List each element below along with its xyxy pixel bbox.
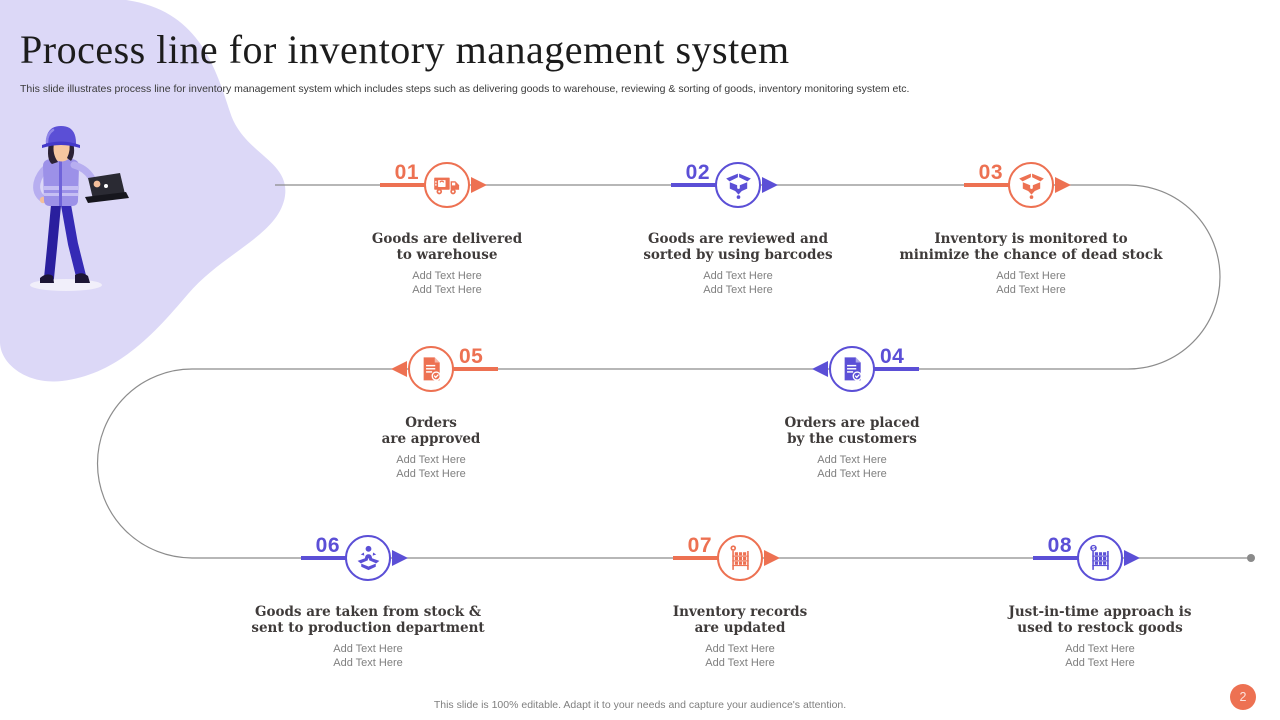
step-marker: 08 [965,512,1235,604]
step-number: 08 [1047,534,1072,557]
process-step-04: 04 Orders are placed by the customers Ad… [717,323,987,481]
arrow-right-icon [762,177,778,193]
unpack-box-icon [354,544,383,573]
add-text-placeholder[interactable]: Add Text Here [996,270,1066,282]
add-text-placeholder[interactable]: Add Text Here [333,657,403,669]
add-text-placeholder[interactable]: Add Text Here [412,270,482,282]
step-number-underline [1033,556,1080,560]
open-box-icon [1017,171,1046,200]
add-text-placeholder[interactable]: Add Text Here [396,468,466,480]
step-title: Inventory is monitored to minimize the c… [899,231,1163,263]
add-text-placeholder[interactable]: Add Text Here [705,657,775,669]
add-text-placeholder[interactable]: Add Text Here [996,284,1066,296]
step-marker: 04 [717,323,987,415]
arrow-left-icon [812,361,828,377]
step-circle [1008,162,1054,208]
process-step-08: 08 Just-in-time approach is used to rest… [965,512,1235,670]
delivery-truck-icon [433,171,462,200]
step-number: 04 [880,345,905,368]
step-number-underline [301,556,348,560]
add-text-placeholder[interactable]: Add Text Here [396,454,466,466]
page-title: Process line for inventory management sy… [20,27,790,72]
process-step-01: 01 Goods are delivered to warehouse Add … [312,139,582,297]
page-subtitle: This slide illustrates process line for … [20,83,910,95]
add-text-placeholder[interactable]: Add Text Here [703,284,773,296]
process-step-06: 06 Goods are taken from stock & sent to … [233,512,503,670]
step-circle [1077,535,1123,581]
arrow-left-icon [391,361,407,377]
step-title: Just-in-time approach is used to restock… [1008,604,1192,636]
step-number: 06 [315,534,340,557]
step-number-underline [673,556,720,560]
process-step-05: 05 Orders are approved Add Text Here Add… [296,323,566,481]
step-number-underline [671,183,718,187]
step-number-underline [380,183,427,187]
step-marker: 01 [312,139,582,231]
arrow-right-icon [764,550,780,566]
step-circle [424,162,470,208]
step-circle [345,535,391,581]
add-text-placeholder[interactable]: Add Text Here [817,468,887,480]
step-number: 03 [978,161,1003,184]
step-marker: 02 [603,139,873,231]
add-text-placeholder[interactable]: Add Text Here [1065,643,1135,655]
add-text-placeholder[interactable]: Add Text Here [703,270,773,282]
step-title: Orders are approved [381,415,481,447]
step-marker: 07 [605,512,875,604]
step-title: Goods are delivered to warehouse [371,231,523,263]
footer-note: This slide is 100% editable. Adapt it to… [433,699,847,711]
step-marker: 05 [296,323,566,415]
add-text-placeholder[interactable]: Add Text Here [412,284,482,296]
arrow-right-icon [471,177,487,193]
process-step-03: 03 Inventory is monitored to minimize th… [896,139,1166,297]
arrow-right-icon [1124,550,1140,566]
step-number-underline [451,367,498,371]
worker-illustration [30,126,129,291]
process-step-07: 07 Inventory records are updated Add Tex… [605,512,875,670]
inventory-rack-icon [726,544,755,573]
step-circle [408,346,454,392]
step-title: Goods are reviewed and sorted by using b… [643,231,833,263]
step-number: 01 [394,161,419,184]
add-text-placeholder[interactable]: Add Text Here [1065,657,1135,669]
step-number-underline [964,183,1011,187]
step-marker: 03 [896,139,1166,231]
restock-rack-icon [1086,544,1115,573]
step-circle [715,162,761,208]
step-number: 05 [459,345,484,368]
process-step-02: 02 Goods are reviewed and sorted by usin… [603,139,873,297]
step-number: 02 [685,161,710,184]
step-number: 07 [687,534,712,557]
order-document-icon [417,355,446,384]
flow-end-dot [1247,554,1255,562]
open-box-icon [724,171,753,200]
step-marker: 06 [233,512,503,604]
page-number-badge: 2 [1230,684,1256,710]
add-text-placeholder[interactable]: Add Text Here [333,643,403,655]
order-document-icon [838,355,867,384]
arrow-right-icon [392,550,408,566]
add-text-placeholder[interactable]: Add Text Here [705,643,775,655]
step-title: Goods are taken from stock & sent to pro… [251,604,485,636]
step-title: Inventory records are updated [672,604,808,636]
add-text-placeholder[interactable]: Add Text Here [817,454,887,466]
arrow-right-icon [1055,177,1071,193]
step-title: Orders are placed by the customers [784,415,920,447]
step-circle [717,535,763,581]
step-number-underline [872,367,919,371]
step-circle [829,346,875,392]
